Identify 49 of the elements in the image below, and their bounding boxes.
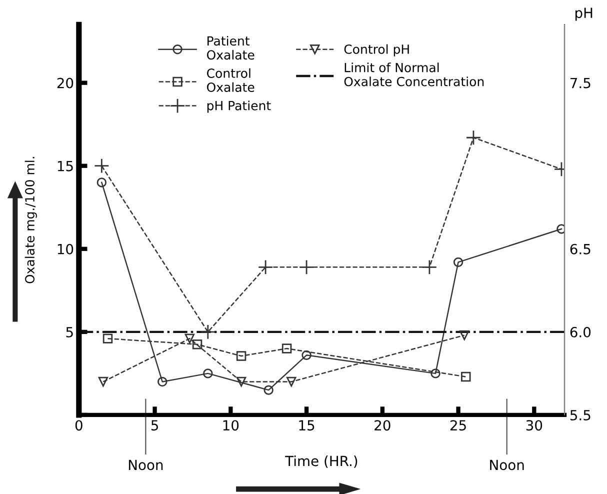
y-tick-label: 20	[57, 78, 74, 88]
point	[422, 260, 438, 275]
x-tick-label: 10	[223, 420, 239, 431]
point	[298, 260, 314, 275]
y2-axis-title: pH	[575, 8, 592, 21]
point	[203, 368, 213, 378]
point	[264, 385, 274, 395]
point	[200, 324, 216, 340]
legend-label: Control pH	[344, 44, 409, 56]
point	[158, 376, 168, 387]
legend-label: pH Patient	[207, 100, 271, 113]
ref-line-label: Noon	[490, 460, 524, 470]
x-axis-title: Time (HR.)	[285, 455, 358, 468]
point	[453, 257, 464, 268]
point	[302, 350, 312, 360]
y-tick-label: 15	[58, 161, 73, 172]
y-tick-label: 5	[66, 327, 73, 338]
point	[102, 334, 113, 344]
point	[98, 376, 108, 387]
point	[258, 260, 274, 275]
legend-label: Control Oxalate	[206, 68, 254, 92]
legend-label: Limit of Normal Oxalate Concentration	[344, 62, 484, 86]
point	[430, 368, 440, 378]
y-axis-title: Oxalate mg./100 ml.	[24, 157, 37, 284]
y2-tick-label: 7.5	[570, 78, 590, 88]
point	[556, 224, 565, 234]
legend-label: Patient Oxalate	[206, 36, 254, 60]
point	[459, 330, 470, 340]
x-tick-label: 5	[151, 420, 158, 431]
x-tick-label: 30	[526, 420, 542, 431]
x-tick-label: 20	[374, 420, 390, 431]
y-tick-label: 10	[58, 244, 74, 254]
point	[236, 376, 246, 387]
point	[286, 376, 296, 387]
point	[184, 334, 195, 344]
point	[192, 340, 202, 350]
x-tick-label: 0	[75, 420, 82, 431]
point	[236, 351, 246, 361]
y2-tick-label: 6.0	[570, 326, 591, 338]
point	[461, 372, 471, 382]
point	[466, 130, 482, 146]
x-tick-label: 25	[450, 420, 466, 431]
y2-tick-label: 5.5	[570, 410, 590, 420]
x-tick-label: 15	[299, 420, 314, 431]
point	[94, 158, 110, 174]
point	[96, 178, 107, 188]
point	[282, 344, 292, 354]
ref-line-label: Noon	[128, 460, 163, 470]
y2-tick-label: 6.5	[570, 244, 590, 254]
